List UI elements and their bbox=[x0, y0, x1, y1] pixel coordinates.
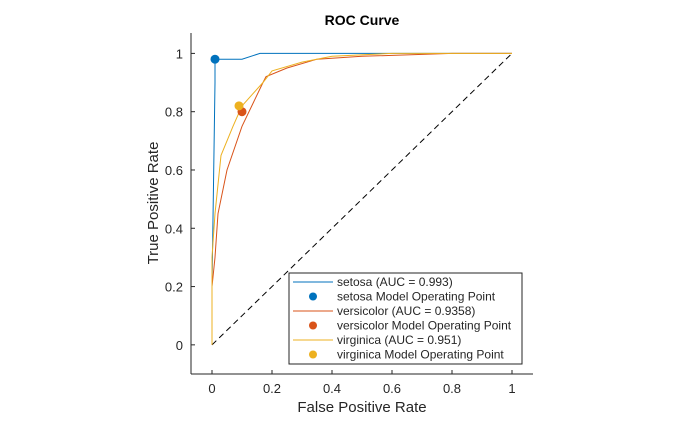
legend-entry-label: versicolor Model Operating Point bbox=[337, 319, 512, 333]
x-tick-label: 0.6 bbox=[383, 381, 401, 396]
y-tick-label: 0.6 bbox=[165, 163, 183, 178]
legend-entry-label: virginica (AUC = 0.951) bbox=[337, 333, 461, 347]
y-tick-label: 0.4 bbox=[165, 221, 183, 236]
x-tick-label: 0.8 bbox=[443, 381, 461, 396]
y-axis-label: True Positive Rate bbox=[145, 142, 162, 265]
legend-marker-swatch bbox=[309, 292, 317, 301]
x-tick-label: 0.2 bbox=[263, 381, 281, 396]
legend-marker-swatch bbox=[309, 350, 317, 359]
y-tick-label: 1 bbox=[176, 46, 183, 61]
legend-entry-label: virginica Model Operating Point bbox=[337, 348, 504, 362]
x-tick-label: 1 bbox=[508, 381, 515, 396]
legend: setosa (AUC = 0.993)setosa Model Operati… bbox=[288, 272, 523, 365]
x-tick-label: 0 bbox=[208, 381, 215, 396]
operating-point-virginica bbox=[234, 101, 244, 111]
y-tick-label: 0 bbox=[176, 338, 183, 353]
y-tick-label: 0.8 bbox=[165, 105, 183, 120]
legend-entry-label: setosa (AUC = 0.993) bbox=[337, 275, 453, 289]
legend-entry-label: versicolor (AUC = 0.9358) bbox=[337, 304, 475, 318]
x-axis-label: False Positive Rate bbox=[297, 399, 426, 416]
x-tick-label: 0.4 bbox=[323, 381, 341, 396]
legend-marker-swatch bbox=[309, 321, 317, 330]
operating-point-setosa bbox=[210, 54, 220, 64]
legend-entry-label: setosa Model Operating Point bbox=[337, 290, 496, 304]
roc-line-virginica bbox=[211, 52, 512, 345]
chart-title: ROC Curve bbox=[325, 12, 400, 28]
legend-frame bbox=[288, 272, 523, 365]
plot-area: 0 0.2 0.4 0.6 0.8 1 0 0.2 0.4 0.6 0.8 1 bbox=[165, 33, 533, 396]
y-tick-label: 0.2 bbox=[165, 280, 183, 295]
